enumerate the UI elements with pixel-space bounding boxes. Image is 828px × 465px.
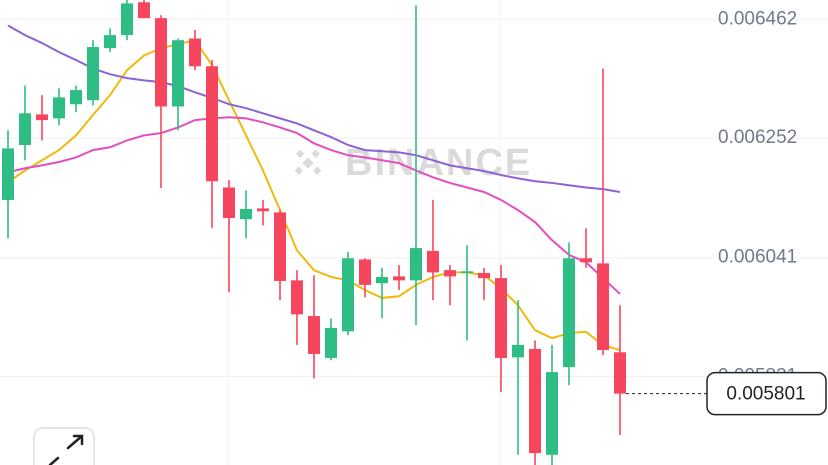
candle-body bbox=[223, 187, 235, 219]
candle-body bbox=[546, 372, 558, 455]
candle-body bbox=[614, 352, 626, 394]
candle-body bbox=[563, 258, 575, 368]
candle-body bbox=[172, 40, 184, 107]
candle-body bbox=[393, 276, 405, 281]
candle-body bbox=[444, 270, 456, 277]
candle-body bbox=[274, 212, 286, 281]
candle-body bbox=[580, 258, 592, 263]
y-tick-label: 0.006041 bbox=[718, 247, 797, 268]
moving-average-line bbox=[7, 24, 621, 193]
candle-body bbox=[529, 348, 541, 454]
last-price-box bbox=[706, 371, 827, 416]
candle-body bbox=[376, 276, 388, 284]
candle-body bbox=[495, 278, 507, 358]
candle-body bbox=[308, 316, 320, 354]
candle-body bbox=[2, 148, 14, 200]
candle-body bbox=[138, 2, 150, 19]
candles bbox=[2, 0, 626, 465]
candle-body bbox=[19, 113, 31, 145]
candle-body bbox=[121, 3, 133, 36]
candle-body bbox=[70, 90, 82, 105]
candle-body bbox=[104, 35, 116, 49]
moving-average-line bbox=[7, 116, 621, 295]
candle-body bbox=[359, 259, 371, 285]
candle-body bbox=[155, 18, 167, 107]
candle-body bbox=[478, 272, 490, 279]
candle-body bbox=[342, 258, 354, 332]
candle-body bbox=[53, 97, 65, 119]
candle-body bbox=[461, 271, 473, 273]
expand-button[interactable] bbox=[33, 427, 95, 465]
candle-body bbox=[427, 250, 439, 273]
watermark-text: BINANCE bbox=[345, 142, 532, 184]
candle-body bbox=[189, 38, 201, 67]
candle-body bbox=[325, 327, 337, 358]
y-tick-label: 0.006252 bbox=[718, 127, 797, 148]
candle-body bbox=[36, 114, 48, 121]
candle-body bbox=[240, 208, 252, 220]
candle-body bbox=[291, 280, 303, 315]
candle-body bbox=[206, 66, 218, 182]
candle-body bbox=[512, 344, 524, 358]
candle-body bbox=[597, 263, 609, 351]
candle-body bbox=[87, 47, 99, 101]
last-price-label: 0.005801 bbox=[726, 384, 805, 405]
candle-body bbox=[257, 208, 269, 212]
y-tick-label: 0.006462 bbox=[718, 8, 797, 29]
candle-body bbox=[410, 248, 422, 281]
